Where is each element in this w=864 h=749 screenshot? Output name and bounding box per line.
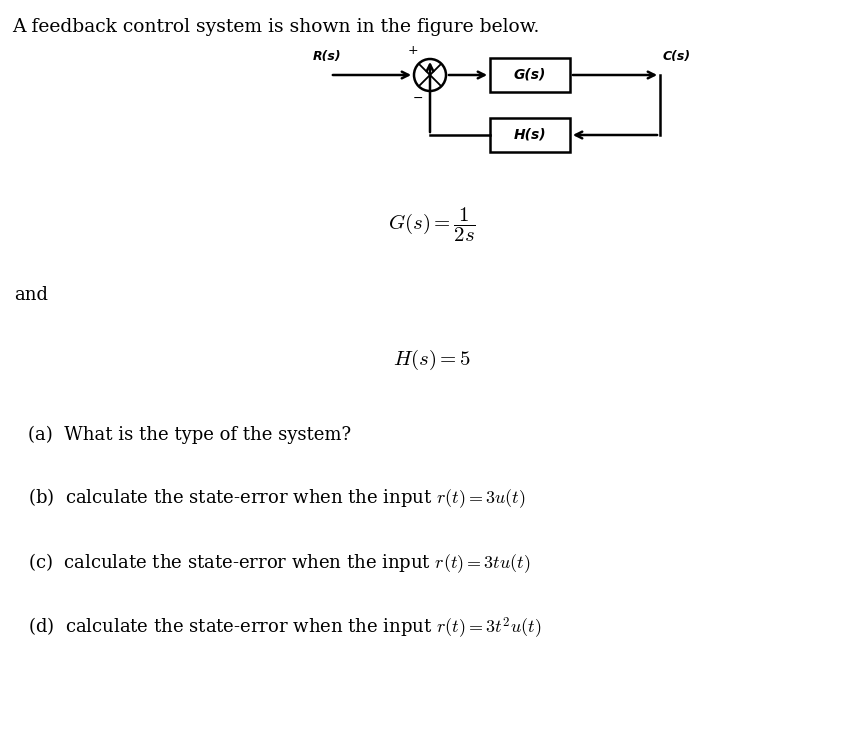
Text: G(s): G(s): [514, 68, 546, 82]
Text: and: and: [14, 286, 48, 304]
Text: (d)  calculate the state-error when the input $r(t) = 3t^2u(t)$: (d) calculate the state-error when the i…: [28, 616, 542, 640]
Text: A feedback control system is shown in the figure below.: A feedback control system is shown in th…: [12, 18, 539, 36]
Text: +: +: [408, 44, 418, 57]
Text: −: −: [413, 92, 423, 105]
Bar: [490, 58, 570, 92]
Text: $H(s) = 5$: $H(s) = 5$: [393, 348, 471, 372]
Text: H(s): H(s): [514, 128, 546, 142]
Text: (c)  calculate the state-error when the input $r(t) = 3tu(t)$: (c) calculate the state-error when the i…: [28, 551, 530, 575]
Text: R(s): R(s): [313, 50, 341, 63]
Text: (a)  What is the type of the system?: (a) What is the type of the system?: [28, 426, 351, 444]
Text: (b)  calculate the state-error when the input $r(t) = 3u(t)$: (b) calculate the state-error when the i…: [28, 486, 525, 510]
Text: C(s): C(s): [663, 50, 691, 63]
Bar: [490, 118, 570, 152]
Text: $G(s) = \dfrac{1}{2s}$: $G(s) = \dfrac{1}{2s}$: [388, 206, 476, 244]
